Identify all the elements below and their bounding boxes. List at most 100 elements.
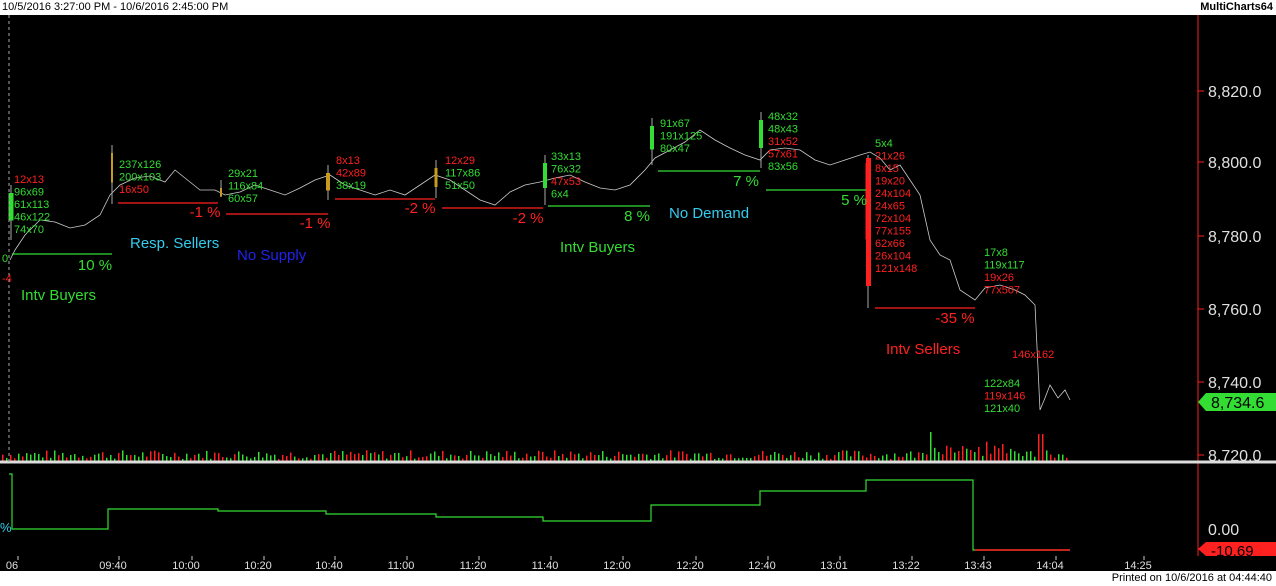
percent-label: -2 % <box>405 200 436 217</box>
footprint-value: 6x4 <box>551 189 569 201</box>
volume-bar <box>742 457 744 462</box>
volume-bar <box>662 458 664 462</box>
volume-bar <box>930 432 932 462</box>
volume-bar <box>486 451 488 462</box>
volume-bar <box>810 455 812 462</box>
volume-bar <box>194 454 196 462</box>
volume-bar <box>134 454 136 462</box>
volume-bar <box>390 454 392 462</box>
volume-bar <box>402 457 404 462</box>
volume-bar <box>78 457 80 462</box>
price-tick-label: 8,800.0 <box>1208 155 1261 172</box>
volume-bar <box>898 456 900 462</box>
volume-bar <box>518 458 520 462</box>
volume-bar <box>534 456 536 462</box>
volume-bar <box>102 452 104 462</box>
footprint-value: 91x67 <box>660 118 690 130</box>
volume-bar <box>578 453 580 462</box>
volume-bar <box>1042 434 1044 462</box>
lower-left-marker: % <box>0 520 12 535</box>
volume-bar <box>6 457 8 462</box>
volume-bar <box>494 455 496 462</box>
volume-bar <box>622 454 624 462</box>
footprint-value: 24x104 <box>875 188 911 200</box>
volume-bar <box>574 454 576 462</box>
volume-bar <box>442 450 444 462</box>
footprint-value: 42x89 <box>336 168 366 180</box>
time-tick-label: 14:25 <box>1124 560 1152 571</box>
price-chart[interactable]: 8,820.0 8,800.0 8,780.0 8,760.0 8,740.0 8,720… <box>0 15 1276 571</box>
volume-bar <box>770 454 772 462</box>
volume-bar <box>858 451 860 462</box>
volume-bar <box>38 453 40 462</box>
volume-bar <box>886 454 888 462</box>
volume-bar <box>202 457 204 462</box>
price-tick-label: 8,820.0 <box>1208 84 1261 101</box>
volume-bar <box>1002 444 1004 462</box>
volume-bar <box>374 452 376 462</box>
volume-bar <box>70 454 72 462</box>
volume-bar <box>98 453 100 462</box>
candle-body <box>326 173 330 191</box>
volume-bar <box>814 458 816 462</box>
footprint-value: 119x146 <box>984 391 1025 403</box>
volume-bar <box>1018 453 1020 462</box>
volume-bar <box>166 456 168 462</box>
volume-bar <box>110 454 112 462</box>
volume-bar <box>358 453 360 462</box>
volume-bar <box>1022 456 1024 462</box>
footprint-value: 62x66 <box>875 238 905 250</box>
footprint-value: 5x4 <box>875 138 893 150</box>
footprint-value: 31x52 <box>768 136 798 148</box>
volume-bar <box>366 450 368 462</box>
annotation-label: No Demand <box>669 205 749 222</box>
price-tick-label: 8,720.0 <box>1208 448 1261 465</box>
time-tick-label: 10:20 <box>244 560 272 571</box>
volume-bar <box>1010 448 1012 462</box>
percent-label: -2 % <box>513 210 544 227</box>
volume-bar <box>370 453 372 462</box>
volume-bar <box>238 451 240 462</box>
volume-bar <box>94 454 96 462</box>
left-mark: -4 <box>2 273 12 285</box>
volume-bar <box>1006 453 1008 462</box>
app-name: MultiCharts64 <box>1200 1 1273 13</box>
volume-bar <box>198 453 200 462</box>
volume-bar <box>138 456 140 462</box>
last-price-label: 8,734.6 <box>1211 395 1264 412</box>
candle-body <box>866 158 871 286</box>
candle-body <box>543 163 547 188</box>
footprint-value: 19x26 <box>984 272 1014 284</box>
volume-bar <box>1026 451 1028 462</box>
candle-body <box>111 153 113 183</box>
volume-bar <box>226 457 228 462</box>
footprint-value: 47x53 <box>551 176 581 188</box>
volume-bar <box>182 458 184 462</box>
volume-bar <box>250 458 252 462</box>
volume-bar <box>594 454 596 462</box>
volume-bar <box>694 453 696 462</box>
volume-bar <box>850 456 852 462</box>
volume-bar <box>462 458 464 462</box>
volume-bar <box>298 458 300 462</box>
volume-bar <box>290 452 292 462</box>
annotation-label: Intv Sellers <box>886 341 960 358</box>
volume-bar <box>146 456 148 462</box>
volume-bar <box>1038 434 1040 462</box>
volume-bar <box>754 456 756 462</box>
volume-bar <box>690 458 692 462</box>
volume-bar <box>918 452 920 462</box>
lower-last-label: -10.69 <box>1211 543 1254 560</box>
footprint-value: 119x117 <box>984 260 1025 272</box>
volume-bar <box>318 454 320 462</box>
volume-bar <box>546 456 548 462</box>
volume-bar <box>566 457 568 462</box>
volume-bar <box>526 453 528 462</box>
volume-bar <box>826 455 828 462</box>
volume-bar <box>942 454 944 462</box>
volume-bar <box>994 445 996 462</box>
volume-bar <box>970 449 972 462</box>
footprint-value: 96x69 <box>14 187 44 199</box>
volume-bar <box>410 450 412 462</box>
volume-bar <box>422 456 424 462</box>
